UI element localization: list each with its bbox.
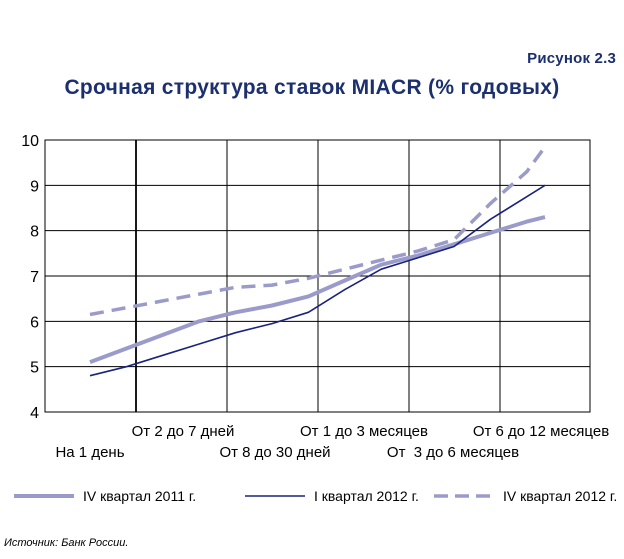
legend-swatch-series-2 xyxy=(245,488,305,504)
x-tick-label: От 2 до 7 дней xyxy=(132,423,235,440)
y-tick-label: 9 xyxy=(30,178,39,195)
x-tick-label: От 6 до 12 месяцев xyxy=(473,423,609,440)
line-chart: 4 5 6 7 8 9 10 На 1 день От 2 до 7 дней От 8 до … xyxy=(21,133,609,461)
legend-item-series-1: IV квартал 2011 г. xyxy=(14,488,196,504)
y-axis-ticks: 4 5 6 7 8 9 10 xyxy=(21,133,39,422)
legend-label-series-1: IV квартал 2011 г. xyxy=(83,488,197,504)
y-tick-label: 10 xyxy=(21,133,39,150)
series-line-1 xyxy=(89,215,546,364)
x-tick-label: От 3 до 6 месяцев xyxy=(387,444,519,461)
legend-label-series-2: I квартал 2012 г. xyxy=(314,488,419,504)
y-tick-label: 4 xyxy=(30,405,39,422)
x-tick-label: От 8 до 30 дней xyxy=(219,444,330,461)
x-tick-label: На 1 день xyxy=(55,444,124,461)
source-note: Источник: Банк России. xyxy=(4,537,129,549)
series-lines xyxy=(89,145,547,377)
y-tick-label: 6 xyxy=(30,314,39,331)
chart-title: Срочная структура ставок MIACR (% годовы… xyxy=(64,76,560,99)
x-tick-label: От 1 до 3 месяцев xyxy=(300,423,428,440)
series-line-2 xyxy=(89,184,546,377)
legend: IV квартал 2011 г. I квартал 2012 г. IV … xyxy=(14,488,618,510)
legend-item-series-2: I квартал 2012 г. xyxy=(245,488,419,504)
y-tick-label: 8 xyxy=(30,224,39,241)
x-axis-ticks: На 1 день От 2 до 7 дней От 8 до 30 дней От… xyxy=(55,423,609,461)
legend-swatch-series-1 xyxy=(14,488,74,504)
y-tick-label: 7 xyxy=(30,269,39,286)
legend-label-series-3: IV квартал 2012 г. xyxy=(503,488,618,504)
legend-item-series-3: IV квартал 2012 г. xyxy=(434,488,617,504)
legend-swatch-series-3 xyxy=(434,488,494,504)
grid xyxy=(44,139,591,413)
figure-label: Рисунок 2.3 xyxy=(527,50,616,67)
y-tick-label: 5 xyxy=(30,360,39,377)
